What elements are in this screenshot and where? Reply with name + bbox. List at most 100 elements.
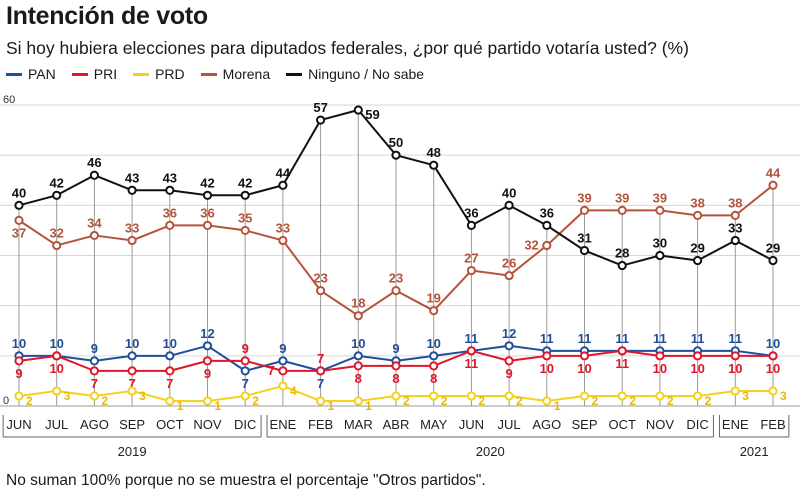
x-tick-label: OCT [156,417,184,432]
year-label: 2020 [476,444,505,459]
legend-label-prd: PRD [155,66,185,82]
data-label: 7 [242,376,249,391]
data-label: 33 [125,220,139,235]
data-label: 2 [403,394,410,408]
data-label: 2 [252,394,259,408]
legend-label-pan: PAN [28,66,56,82]
data-point [316,115,326,125]
data-point [693,210,703,220]
data-label: 44 [276,165,291,180]
x-tick-label: JUL [498,417,521,432]
data-label: 32 [49,225,63,240]
data-label: 3 [780,389,787,403]
data-point [202,396,213,406]
data-label: 10 [540,361,554,376]
data-label: 2 [592,394,599,408]
data-point [165,351,175,361]
legend-swatch-pan [6,72,22,76]
data-point [693,351,703,361]
data-point [52,240,62,251]
data-label: 34 [87,215,102,230]
data-label: 9 [91,341,98,356]
data-point [391,286,401,296]
data-label: 2 [101,394,108,408]
data-point [165,396,175,406]
year-axis: 2019 2020 2021 [2,415,790,459]
legend-swatch-morena [200,72,217,76]
data-label: 36 [163,205,177,220]
year-label: 2021 [740,444,769,459]
data-label: 11 [615,356,629,371]
x-tick-label: JUL [45,417,68,432]
data-label: 7 [317,351,324,366]
data-label: 39 [653,190,667,205]
data-point [730,351,740,361]
data-label: 59 [365,107,379,122]
data-label: 10 [49,336,63,351]
data-point [353,311,363,321]
data-label: 7 [268,363,275,378]
data-label: 36 [464,205,478,220]
data-point [429,306,439,316]
data-label: 32 [524,237,538,252]
data-label: 31 [577,230,591,245]
data-label: 19 [426,291,440,306]
data-label: 11 [578,331,592,346]
data-point [579,391,590,401]
data-label: 9 [279,341,286,356]
data-point [542,240,552,251]
data-label: 12 [200,326,214,341]
data-label: 26 [502,256,516,271]
data-label: 33 [728,220,742,235]
y-tick-label: 0 [3,395,9,407]
data-point [730,386,740,396]
x-tick-label: ABR [383,417,410,432]
data-label: 42 [200,175,214,190]
data-point [391,391,401,401]
data-label: 3 [64,389,71,403]
legend-item-pri: PRI [71,66,118,82]
data-label: 7 [91,376,98,391]
chart-legend: PAN PRI PRD Morena Ninguno / No sabe [6,64,440,84]
year-bracket [266,415,714,438]
legend-label-ninguno: Ninguno / No sabe [308,66,425,82]
series-2: 2 3 2 3 1 1 2 4 1 1 2 2 2 2 1 2 2 2 2 3 3 [14,381,787,413]
legend-item-prd: PRD [133,66,185,82]
series-4: 40 42 46 43 43 42 42 44 57 59 50 48 36 40 36 31 28 30 29 33… [12,100,780,271]
data-point [240,225,250,236]
data-point [466,346,476,356]
legend-label-pri: PRI [93,66,118,82]
data-label: 39 [615,190,629,205]
data-point [278,366,288,376]
data-label: 10 [49,361,63,376]
data-point [768,180,778,190]
data-label: 37 [12,225,26,240]
data-label: 36 [540,205,554,220]
data-point [89,230,100,241]
data-point [353,361,363,371]
data-label: 27 [464,251,478,266]
data-label: 57 [313,100,327,115]
data-label: 40 [12,185,26,200]
data-label: 1 [215,399,222,413]
data-point [165,185,175,195]
data-point [52,386,62,396]
data-label: 11 [691,331,705,346]
data-point [504,341,514,351]
data-point [579,351,590,361]
legend-swatch-pri [71,72,88,76]
data-label: 2 [667,394,674,408]
data-point [240,366,250,376]
x-axis: JUN JUL AGO SEP OCT NOV DIC ENE FEB MAR ABR MAY JUN J… [6,417,785,432]
data-label: 23 [313,271,327,286]
data-label: 7 [128,376,135,391]
data-point [89,170,100,180]
data-label: 9 [15,366,22,381]
data-label: 9 [392,341,399,356]
x-tick-label: NOV [193,417,222,432]
data-point [655,351,665,361]
data-label: 43 [125,170,139,185]
data-label: 11 [728,331,742,346]
data-label: 1 [177,399,184,413]
data-point [52,351,62,361]
